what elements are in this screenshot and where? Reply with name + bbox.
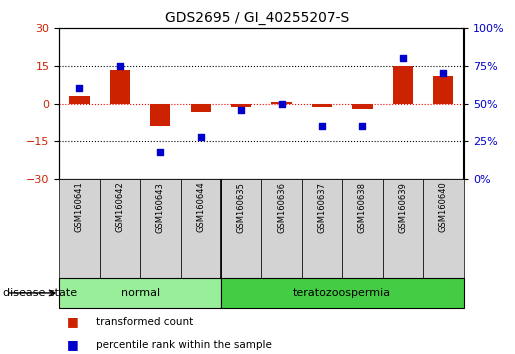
Text: transformed count: transformed count (96, 317, 193, 327)
Bar (150, 103, 170, 126)
Bar (100, 179, 140, 278)
Text: normal: normal (121, 288, 160, 298)
Bar (312, 103, 332, 107)
Bar (140, 179, 180, 278)
Bar (180, 179, 221, 278)
Bar (433, 76, 453, 103)
Bar (59, 179, 100, 278)
Point (278, 101, 286, 106)
Bar (342, 179, 383, 278)
Text: GSM160636: GSM160636 (277, 182, 286, 233)
Bar (231, 103, 251, 107)
Text: disease state: disease state (3, 288, 77, 298)
Point (318, 123, 326, 129)
Bar (110, 70, 130, 103)
Bar (70, 96, 90, 103)
Bar (221, 179, 261, 278)
Point (156, 149, 164, 154)
Bar (191, 103, 211, 112)
Text: GSM160640: GSM160640 (439, 182, 448, 233)
Text: GSM160638: GSM160638 (358, 182, 367, 233)
Point (399, 56, 407, 61)
Text: GSM160643: GSM160643 (156, 182, 165, 233)
Bar (302, 179, 342, 278)
Bar (393, 66, 413, 103)
Text: GSM160635: GSM160635 (237, 182, 246, 233)
Bar (383, 179, 423, 278)
Text: percentile rank within the sample: percentile rank within the sample (96, 340, 271, 350)
Text: ■: ■ (67, 338, 79, 351)
Point (116, 63, 124, 69)
Bar (271, 102, 291, 103)
Point (358, 123, 367, 129)
Text: GSM160644: GSM160644 (196, 182, 205, 233)
Text: GSM160639: GSM160639 (399, 182, 407, 233)
Point (237, 107, 245, 113)
Text: GSM160637: GSM160637 (318, 182, 327, 233)
Text: GDS2695 / GI_40255207-S: GDS2695 / GI_40255207-S (165, 11, 350, 25)
Text: ■: ■ (67, 315, 79, 328)
Text: GSM160641: GSM160641 (75, 182, 84, 233)
Point (75, 86, 83, 91)
Bar (59, 278, 221, 308)
Text: GSM160642: GSM160642 (115, 182, 124, 233)
Text: teratozoospermia: teratozoospermia (293, 288, 391, 298)
Point (197, 134, 205, 139)
Bar (221, 278, 464, 308)
Bar (352, 103, 372, 109)
Point (439, 70, 448, 76)
Bar (423, 179, 464, 278)
Bar (261, 179, 302, 278)
